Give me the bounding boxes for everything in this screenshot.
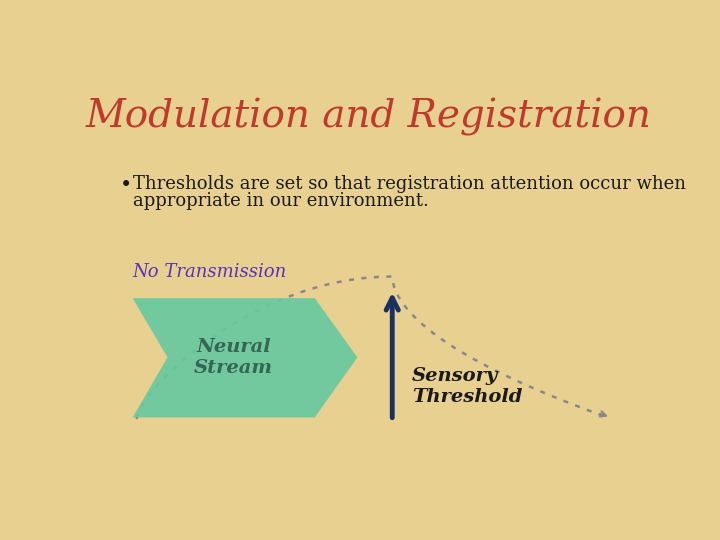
Text: Neural
Stream: Neural Stream	[194, 338, 273, 377]
Polygon shape	[132, 298, 357, 417]
Text: No Transmission: No Transmission	[132, 264, 287, 281]
Text: appropriate in our environment.: appropriate in our environment.	[132, 192, 428, 210]
Text: •: •	[120, 177, 132, 195]
Text: Sensory
Threshold: Sensory Threshold	[412, 367, 522, 406]
Text: Modulation and Registration: Modulation and Registration	[86, 98, 652, 136]
Text: Thresholds are set so that registration attention occur when: Thresholds are set so that registration …	[132, 175, 685, 193]
